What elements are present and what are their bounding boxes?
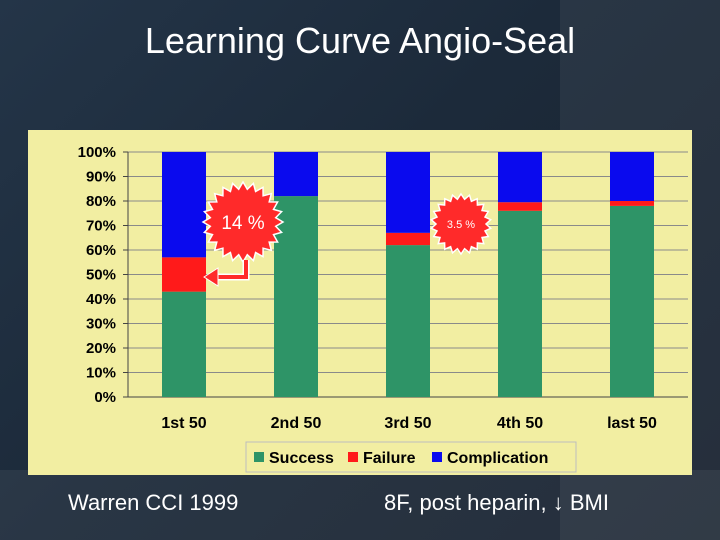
- bar-complication[interactable]: [498, 152, 542, 203]
- stacked-bar-chart: 0% 10% 20% 30% 40% 50% 60% 70% 80% 90% 100% 1st 50 2…: [78, 144, 688, 473]
- bar-complication[interactable]: [386, 152, 430, 233]
- legend-swatch-success: [254, 452, 264, 462]
- chart-panel: 0% 10% 20% 30% 40% 50% 60% 70% 80% 90% 100% 1st 50 2…: [28, 130, 692, 475]
- y-tick-label: 30%: [86, 316, 116, 333]
- y-tick-label: 10%: [86, 365, 116, 382]
- legend-swatch-failure: [348, 452, 358, 462]
- y-tick-label: 0%: [94, 389, 116, 406]
- bar-success[interactable]: [386, 245, 430, 397]
- x-tick-label: last 50: [607, 415, 657, 432]
- citation-text: Warren CCI 1999: [68, 490, 239, 515]
- callout-text: 14 %: [221, 213, 264, 234]
- notes-text: 8F, post heparin, ↓ BMI: [384, 490, 609, 515]
- bar-failure[interactable]: [610, 201, 654, 206]
- x-tick-label: 1st 50: [161, 415, 206, 432]
- legend-swatch-complication: [432, 452, 442, 462]
- y-tick-label: 90%: [86, 169, 116, 186]
- slide-title: Learning Curve Angio-Seal: [144, 20, 576, 61]
- y-tick-label: 20%: [86, 340, 116, 357]
- callout-arrow-outline: [216, 260, 250, 281]
- bar-success[interactable]: [610, 205, 654, 397]
- bar-success[interactable]: [498, 210, 542, 397]
- bar-success[interactable]: [274, 196, 318, 397]
- legend-label-failure: Failure: [363, 450, 416, 467]
- x-tick-label: 3rd 50: [384, 415, 431, 432]
- y-tick-label: 100%: [78, 144, 116, 161]
- callout-text: 3.5 %: [447, 219, 475, 231]
- y-tick-label: 50%: [86, 267, 116, 284]
- callout-arrow-head: [203, 267, 219, 287]
- x-tick-label: 4th 50: [497, 415, 543, 432]
- bar-success[interactable]: [162, 291, 206, 397]
- bar-failure[interactable]: [386, 232, 430, 246]
- y-tick-label: 60%: [86, 242, 116, 259]
- bar-failure[interactable]: [162, 257, 206, 292]
- callout-arrow: [216, 260, 248, 279]
- bar-complication[interactable]: [274, 152, 318, 197]
- bar-complication[interactable]: [162, 152, 206, 258]
- x-tick-label: 2nd 50: [271, 415, 322, 432]
- y-tick-label: 40%: [86, 291, 116, 308]
- callout-badge: [429, 192, 493, 256]
- background-decoration: [0, 470, 720, 540]
- bar-complication[interactable]: [610, 152, 654, 201]
- y-tick-label: 70%: [86, 218, 116, 235]
- legend-box: [245, 441, 577, 473]
- legend-label-success: Success: [269, 450, 334, 467]
- y-tick-label: 80%: [86, 193, 116, 210]
- legend-label-complication: Complication: [447, 450, 548, 467]
- bar-failure[interactable]: [498, 202, 542, 211]
